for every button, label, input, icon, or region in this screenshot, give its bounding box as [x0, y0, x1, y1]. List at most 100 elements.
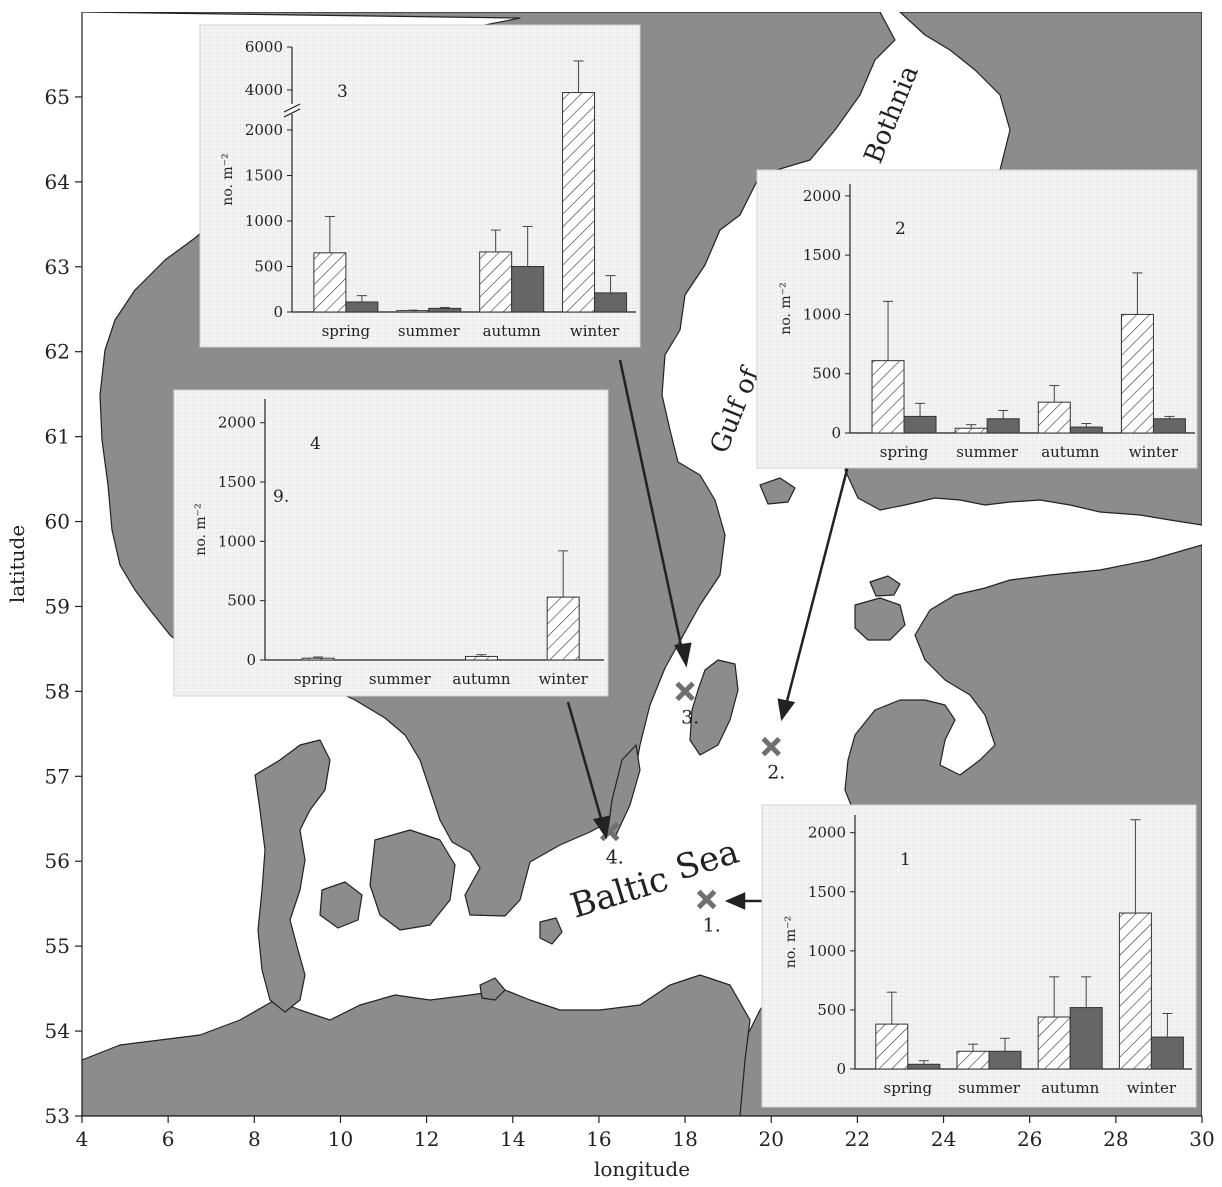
- inset-y-tick-label: 500: [812, 365, 841, 383]
- bar-solid-autumn: [1069, 426, 1103, 434]
- bar-hatched-winter: [562, 92, 596, 313]
- axis-break-gap: [286, 104, 298, 114]
- y-tick-label: 62: [45, 340, 70, 364]
- station-cross-stroke: [599, 821, 620, 842]
- x-axis-ticks: 4 6 8 10 12 14 16 18 20 22 24 26 28 30: [76, 1116, 1215, 1151]
- inset-y-tick-label: 1500: [803, 246, 841, 264]
- inset-x-tick-label: spring: [884, 1079, 933, 1097]
- x-tick-label: 30: [1189, 1127, 1214, 1151]
- inset-y-tick-label: 2000: [218, 414, 256, 432]
- hiiumaa-island: [869, 575, 901, 597]
- arrow-head-3: [674, 642, 692, 668]
- station-label-3: 3.: [681, 706, 699, 728]
- station-cross-stroke: [761, 736, 781, 757]
- inset-y-tick-label: 1500: [218, 473, 256, 491]
- y-tick-label: 56: [45, 849, 70, 873]
- inset-x-tick-label: spring: [322, 322, 371, 340]
- bar-solid-summer: [988, 1050, 1022, 1070]
- inset-x-tick-label: winter: [1129, 443, 1179, 461]
- inset-y-axis-label: no. m⁻²: [783, 916, 799, 968]
- inset-y-tick-label: 1000: [808, 942, 846, 960]
- bar-hatched-autumn: [1037, 1016, 1071, 1070]
- x-tick-label: 20: [759, 1127, 784, 1151]
- inset-y-tick-label: 500: [817, 1001, 846, 1019]
- inset-x-tick-label: autumn: [483, 322, 542, 340]
- inset-y-tick-label: 0: [831, 424, 841, 442]
- inset-panel-number: 3: [337, 82, 348, 102]
- y-tick-label: 54: [45, 1019, 70, 1043]
- bar-solid-spring: [903, 415, 937, 434]
- x-tick-label: 12: [414, 1127, 439, 1151]
- station-cross-stroke: [696, 889, 717, 910]
- bar-hatched-winter: [1118, 912, 1152, 1070]
- inset-x-tick-label: summer: [956, 443, 1019, 461]
- station-label-4: 4.: [606, 847, 624, 869]
- bar-solid-winter: [1152, 418, 1186, 434]
- panel-arrows: [566, 359, 852, 910]
- y-tick-label: 55: [45, 934, 70, 958]
- bornholm-island: [539, 917, 563, 945]
- station-label-1: 1.: [703, 914, 721, 936]
- gotland-island: [689, 659, 739, 756]
- bar-hatched-spring: [301, 657, 335, 661]
- inset-panel-4: 0 500 1000 1500 2000 no. m⁻² 4 9. spring summer au…: [173, 389, 609, 697]
- inset-y-tick-label: 1000: [218, 532, 256, 550]
- inset-y-axis-label: no. m⁻²: [193, 503, 209, 555]
- inset-panel-2: 0 500 1000 1500 2000 no. m⁻² 2 spring summer autu…: [756, 169, 1198, 469]
- inset-x-tick-label: autumn: [1041, 1079, 1100, 1097]
- inset-y-tick-label: 500: [254, 258, 283, 276]
- station-label-2: 2.: [767, 762, 785, 784]
- aland-islands: [759, 477, 796, 505]
- inset-y-tick-label: 6000: [245, 38, 283, 56]
- x-axis-label: longitude: [594, 1157, 690, 1181]
- bar-hatched-winter: [546, 596, 580, 661]
- axis-break-mark: [283, 103, 301, 113]
- station-marker-1: 1.: [696, 889, 721, 936]
- x-tick-label: 22: [845, 1127, 870, 1151]
- oland-island: [607, 744, 641, 836]
- inset-panel-number: 4: [310, 434, 321, 454]
- arrow-head-2: [777, 698, 796, 722]
- x-tick-label: 10: [328, 1127, 353, 1151]
- y-axis-label: latitude: [5, 525, 29, 603]
- bar-hatched-autumn: [1037, 401, 1071, 434]
- inset-y-tick-label: 500: [227, 592, 256, 610]
- inset-x-tick-label: winter: [570, 322, 620, 340]
- x-tick-label: 14: [500, 1127, 525, 1151]
- inset-y-tick-label: 0: [246, 651, 256, 669]
- inset-y-axis-label: no. m⁻²: [220, 153, 236, 205]
- inset-panel-1: 0 500 1000 1500 2000 no. m⁻² 1 spring summer autu…: [761, 804, 1197, 1108]
- station-marker-3: 3.: [675, 681, 699, 728]
- inset-y-tick-label: 4000: [245, 81, 283, 99]
- bar-hatched-autumn: [464, 655, 498, 661]
- inset-y-tick-label: 0: [836, 1060, 846, 1078]
- y-tick-label: 64: [45, 170, 70, 194]
- bar-solid-spring: [345, 301, 379, 313]
- x-tick-label: 6: [162, 1127, 175, 1151]
- bar-hatched-summer: [396, 310, 430, 313]
- arrow-head-1: [724, 892, 746, 910]
- saaremaa-island: [854, 597, 906, 641]
- inset-y-tick-label: 0: [273, 303, 283, 321]
- inset-x-tick-label: autumn: [1041, 443, 1100, 461]
- inset-x-tick-label: winter: [1127, 1079, 1177, 1097]
- inset-y-tick-label: 2000: [245, 121, 283, 139]
- y-tick-label: 60: [45, 510, 70, 534]
- arrow-panel2-to-station2: [784, 457, 852, 706]
- bar-solid-winter: [1150, 1036, 1184, 1070]
- x-tick-label: 4: [76, 1127, 89, 1151]
- y-tick-label: 57: [45, 764, 70, 788]
- bar-hatched-spring: [875, 1023, 909, 1070]
- bar-hatched-winter: [1120, 313, 1154, 434]
- bar-solid-winter: [594, 292, 628, 313]
- y-tick-label: 58: [45, 679, 70, 703]
- station-markers: 1. 2. 3. 4.: [599, 681, 785, 936]
- x-tick-label: 26: [1017, 1127, 1042, 1151]
- inset-x-tick-label: summer: [369, 670, 432, 688]
- arrow-head-4: [592, 815, 611, 840]
- bar-hatched-autumn: [479, 251, 513, 313]
- bar-hatched-spring: [313, 252, 347, 313]
- bar-solid-summer: [428, 307, 462, 313]
